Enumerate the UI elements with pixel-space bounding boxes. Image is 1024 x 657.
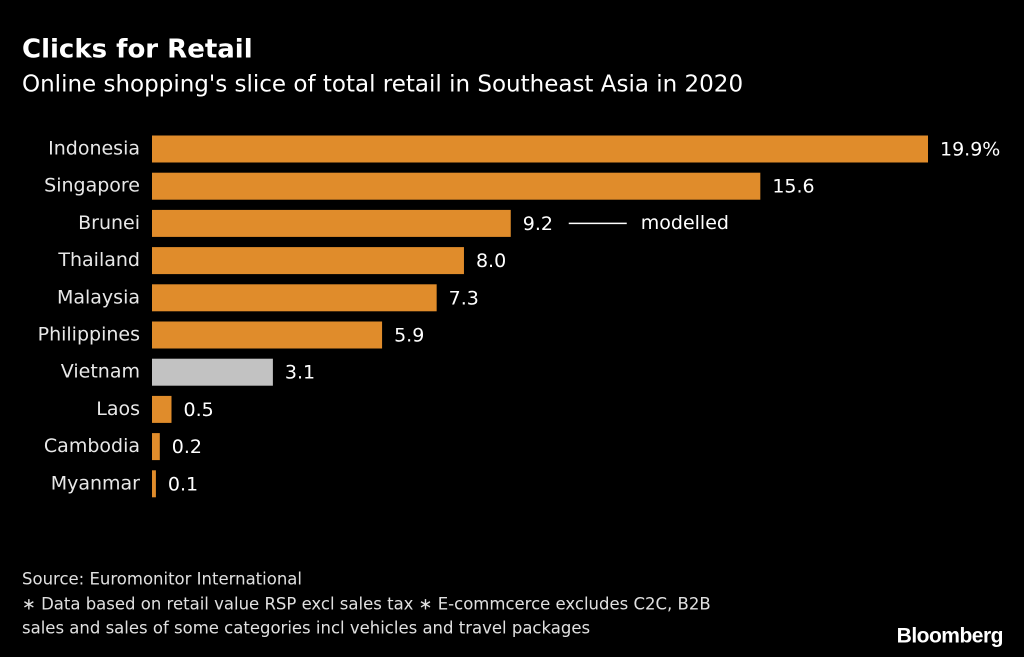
value-label: 3.1 — [285, 362, 315, 384]
value-label: 0.1 — [168, 473, 198, 495]
brand-logo: Bloomberg — [897, 625, 1003, 648]
category-label: Brunei — [78, 212, 140, 234]
bar — [152, 209, 511, 237]
value-label: 5.9 — [394, 325, 424, 347]
bar — [152, 284, 437, 312]
value-label: 19.9% — [940, 139, 1000, 161]
bar — [152, 470, 156, 498]
chart-title: Clicks for Retail — [22, 35, 253, 65]
category-label: Singapore — [44, 175, 140, 197]
category-label: Cambodia — [44, 435, 140, 457]
note: sales and sales of some categories incl … — [22, 619, 590, 638]
bar — [152, 172, 761, 200]
category-label: Vietnam — [61, 361, 140, 383]
note: ∗ Data based on retail value RSP excl sa… — [22, 595, 711, 614]
value-label: 9.2 — [523, 213, 553, 235]
bar — [152, 358, 273, 386]
bar — [152, 395, 172, 423]
category-label: Malaysia — [57, 286, 140, 308]
category-label: Philippines — [38, 324, 140, 346]
category-label: Thailand — [57, 249, 140, 271]
bar — [152, 321, 383, 349]
value-label: 0.2 — [172, 436, 202, 458]
value-label: 15.6 — [772, 176, 814, 198]
bar — [152, 135, 928, 163]
value-label: 7.3 — [449, 287, 479, 309]
value-label: 0.5 — [183, 399, 213, 421]
chart-subtitle: Online shopping's slice of total retail … — [22, 72, 743, 98]
bar — [152, 433, 160, 461]
value-label: 8.0 — [476, 250, 506, 272]
bar — [152, 247, 464, 275]
source: Source: Euromonitor International — [22, 570, 302, 589]
category-label: Laos — [96, 398, 140, 420]
category-label: Myanmar — [51, 472, 140, 494]
category-label: Indonesia — [48, 138, 140, 160]
annotation: modelled — [641, 212, 729, 234]
